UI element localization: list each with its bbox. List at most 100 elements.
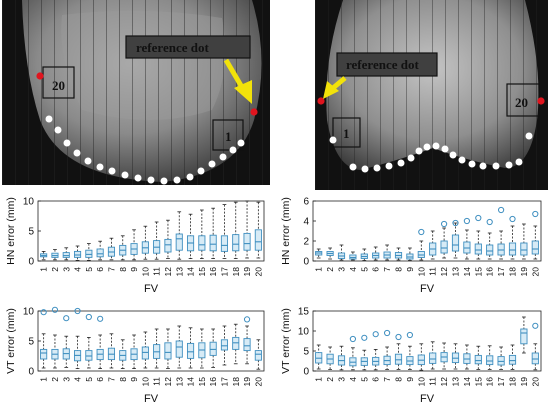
y-tick-label: 0 <box>28 257 34 268</box>
x-tick-label: 7 <box>382 267 392 272</box>
box-body <box>474 243 482 255</box>
plot-frame <box>312 200 542 262</box>
box-7 <box>383 244 391 261</box>
box-13 <box>451 343 460 370</box>
box-body <box>209 341 217 356</box>
box-9 <box>406 247 414 261</box>
outlier-point <box>532 322 539 329</box>
box-20 <box>531 343 539 371</box>
label-box-1 <box>332 117 361 148</box>
x-tick-label: 16 <box>208 267 218 277</box>
xray-right: reference dot 20 1 <box>315 0 548 190</box>
box-body <box>254 229 262 251</box>
x-tick-label: 15 <box>473 377 483 387</box>
box-19 <box>520 316 528 354</box>
x-tick-label: 4 <box>73 267 83 272</box>
box-1 <box>315 344 323 370</box>
y-tick-label: 5 <box>303 347 309 358</box>
x-tick-label: 10 <box>140 267 150 277</box>
x-tick-label: 8 <box>118 377 128 382</box>
box-body <box>175 233 183 251</box>
x-tick-label: 6 <box>95 377 105 382</box>
y-tick-label: 5 <box>28 227 34 238</box>
box-11 <box>429 341 437 370</box>
box-body <box>531 352 539 365</box>
box-body <box>232 336 240 350</box>
x-tick-label: 2 <box>50 377 60 382</box>
x-tick-label: 3 <box>337 377 347 382</box>
x-tick-label: 6 <box>371 377 381 382</box>
box-14 <box>463 344 471 370</box>
box-1 <box>40 333 48 369</box>
box-3 <box>62 247 70 261</box>
box-15 <box>198 328 206 369</box>
y-tick-label: 0 <box>303 257 309 268</box>
box-4 <box>349 251 357 261</box>
y-tick-label: 10 <box>23 197 35 208</box>
x-tick-label: 12 <box>163 267 173 277</box>
x-tick-label: 5 <box>84 267 94 272</box>
box-body <box>186 342 195 359</box>
x-axis-label: FV <box>144 393 159 405</box>
x-tick-label: 15 <box>197 267 207 277</box>
outlier-point <box>40 309 47 316</box>
outlier-point <box>51 306 59 313</box>
x-tick-label: 7 <box>382 377 392 382</box>
box-body <box>85 350 93 361</box>
reference-dot-right <box>537 97 545 105</box>
x-tick-label: 11 <box>152 377 162 386</box>
box-15 <box>474 230 482 260</box>
plot-frame <box>312 310 542 372</box>
x-axis-label: FV <box>420 393 435 405</box>
box-18 <box>508 225 517 260</box>
box-18 <box>232 201 240 259</box>
x-tick-label: 2 <box>50 267 60 272</box>
box-6 <box>372 246 380 261</box>
box-13 <box>451 222 460 259</box>
box-20 <box>531 225 539 260</box>
point-label-20: 20 <box>515 95 528 110</box>
x-tick-label: 6 <box>371 267 381 272</box>
x-tick-label: 20 <box>530 377 540 387</box>
box-body <box>175 340 183 358</box>
box-body <box>164 342 172 360</box>
outlier-point <box>384 329 391 337</box>
box-9 <box>130 229 138 261</box>
box-6 <box>96 334 104 369</box>
x-tick-label: 2 <box>325 267 335 272</box>
x-tick-label: 4 <box>348 377 358 382</box>
box-1 <box>40 251 48 261</box>
box-7 <box>107 237 116 261</box>
x-tick-label: 8 <box>394 377 404 382</box>
outlier-point <box>509 215 516 223</box>
box-16 <box>486 345 494 370</box>
box-4 <box>73 335 82 369</box>
box-body <box>73 250 82 258</box>
box-body <box>141 346 149 360</box>
x-tick-label: 11 <box>428 377 438 386</box>
box-body <box>474 354 482 365</box>
box-8 <box>119 235 127 261</box>
x-tick-label: 13 <box>174 267 184 277</box>
label-box-1 <box>212 119 244 151</box>
box-body <box>394 353 403 365</box>
box-body <box>164 238 172 253</box>
x-tick-label: 5 <box>359 377 369 382</box>
box-8 <box>119 339 127 369</box>
box-body <box>220 339 229 351</box>
plot-frame <box>37 200 265 262</box>
y-axis-label: VT error (mm) <box>280 308 292 374</box>
x-axis-label: FV <box>144 283 159 295</box>
box-13 <box>175 325 183 369</box>
box-body <box>508 354 517 365</box>
outlier-point <box>85 313 92 321</box>
y-tick-label: 0 <box>28 367 34 378</box>
outlier-point <box>63 315 70 322</box>
box-body <box>520 328 528 345</box>
outlier-point <box>452 219 459 227</box>
x-tick-label: 16 <box>485 267 495 277</box>
box-16 <box>486 232 494 260</box>
arrow <box>323 76 347 99</box>
